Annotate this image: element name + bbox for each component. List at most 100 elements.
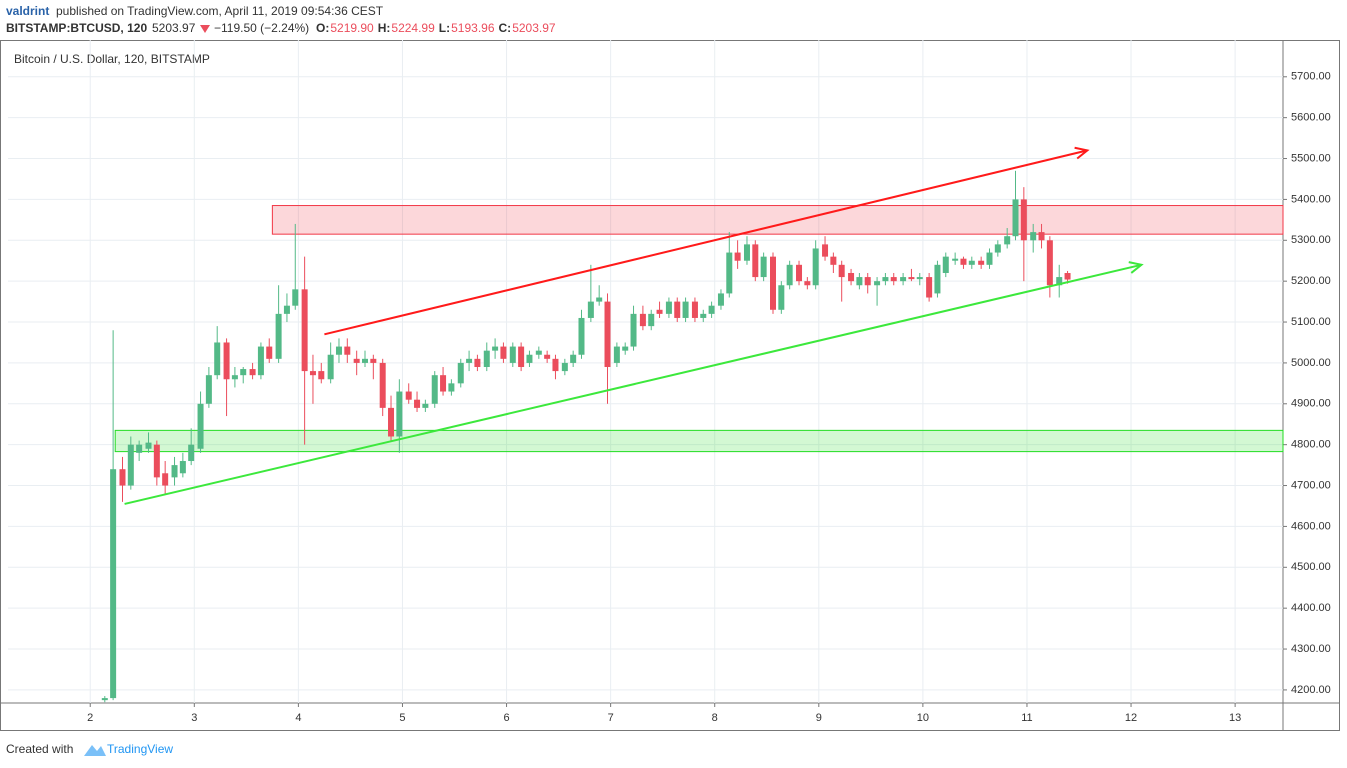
candle-body [890, 277, 897, 282]
candle-body [952, 258, 959, 261]
y-tick-label: 4700.00 [1291, 479, 1331, 491]
candle-body [396, 391, 403, 437]
y-tick-label: 4500.00 [1291, 561, 1331, 573]
x-tick-label: 10 [917, 712, 929, 724]
candle-body [492, 346, 499, 351]
footer-text: Created with [6, 742, 73, 756]
candle-body [240, 369, 247, 376]
candle-body [110, 469, 117, 699]
symbol: BITSTAMP:BTCUSD, 120 [6, 21, 147, 35]
y-tick-label: 4600.00 [1291, 520, 1331, 532]
zone [271, 205, 1284, 235]
candle-body [509, 346, 516, 363]
ohlc-value: 5203.97 [512, 21, 556, 35]
candle-body [526, 354, 533, 363]
candle-body [639, 313, 646, 327]
ohlc-value: 5224.99 [391, 21, 435, 35]
candle-body [205, 375, 212, 404]
candle-body [613, 346, 620, 363]
candle-body [292, 289, 299, 306]
candle-body [1064, 273, 1071, 280]
candle-body [1004, 236, 1011, 245]
ohlc-label: L: [439, 21, 450, 35]
candle-body [786, 264, 793, 286]
candle-body [448, 383, 455, 392]
candle-body [353, 358, 360, 363]
candle-body [717, 293, 724, 306]
candle-body [726, 252, 733, 294]
candle-body [587, 301, 594, 318]
candle-body [179, 461, 186, 474]
x-tick-label: 12 [1125, 712, 1137, 724]
candle-body [978, 260, 985, 265]
candle-body [838, 264, 845, 278]
down-arrow [200, 25, 210, 33]
x-tick-label: 6 [503, 712, 509, 724]
candle-body [283, 305, 290, 314]
ohlc-label: O: [316, 21, 329, 35]
x-tick-label: 11 [1021, 712, 1032, 724]
y-tick-label: 5600.00 [1291, 112, 1331, 124]
candle-body [665, 301, 672, 314]
candle-body [1046, 240, 1053, 286]
y-tick-label: 4800.00 [1291, 439, 1331, 451]
candle-body [882, 277, 889, 282]
candle-body [136, 444, 143, 453]
candle-body [231, 375, 238, 380]
candle-body [770, 256, 776, 310]
published-info: published on TradingView.com, April 11, … [56, 4, 384, 18]
candle-body [466, 358, 473, 363]
candle-body [257, 346, 264, 376]
candle-body [796, 264, 803, 282]
candle-body [1038, 232, 1045, 241]
y-tick-label: 5100.00 [1291, 316, 1331, 328]
candle-body [162, 473, 169, 486]
candle-body [968, 260, 975, 265]
candle-body [370, 358, 377, 363]
candle-body [1030, 232, 1037, 241]
candle-body [942, 256, 949, 273]
candle-body [214, 342, 221, 376]
candle-body [908, 277, 915, 280]
x-tick-label: 7 [608, 712, 614, 724]
candle-body [431, 375, 438, 404]
candle-body [552, 358, 559, 372]
candle-body [674, 301, 681, 318]
y-tick-label: 5700.00 [1291, 71, 1331, 83]
candle-body [249, 369, 256, 376]
candle-body [804, 281, 811, 286]
candle-body [648, 313, 655, 327]
candle-body [960, 258, 967, 265]
author[interactable]: valdrint [6, 4, 49, 18]
trendline [324, 149, 1088, 336]
change: −119.50 (−2.24%) [214, 21, 309, 35]
plot-frame [0, 40, 1340, 731]
trendline-arrow [1128, 261, 1144, 274]
ohlc-value: 5219.90 [330, 21, 374, 35]
candle-body [864, 277, 871, 286]
candle-body [778, 285, 785, 310]
candle-body [708, 305, 715, 314]
candle-body [362, 358, 368, 363]
candle-body [1056, 277, 1063, 286]
footer-brand[interactable]: TradingView [107, 742, 173, 756]
candle-body [596, 297, 603, 302]
trendline [124, 263, 1142, 505]
candle-body [153, 444, 160, 478]
ohlc: O: 5219.90 H: 5224.99 L: 5193.96 C: 5203.97 [316, 21, 556, 35]
candle-body [544, 354, 551, 359]
candle-body [760, 256, 767, 278]
candle-body [752, 244, 759, 278]
candle-body [457, 362, 464, 384]
candle-body [812, 248, 819, 286]
candle-body [856, 277, 863, 286]
candle-body [309, 371, 316, 376]
candle-body [848, 272, 855, 282]
x-tick-label: 9 [816, 712, 822, 724]
candle-body [570, 354, 577, 363]
candle-body [630, 313, 637, 347]
candle-body [518, 346, 525, 368]
candle-body [900, 277, 907, 282]
